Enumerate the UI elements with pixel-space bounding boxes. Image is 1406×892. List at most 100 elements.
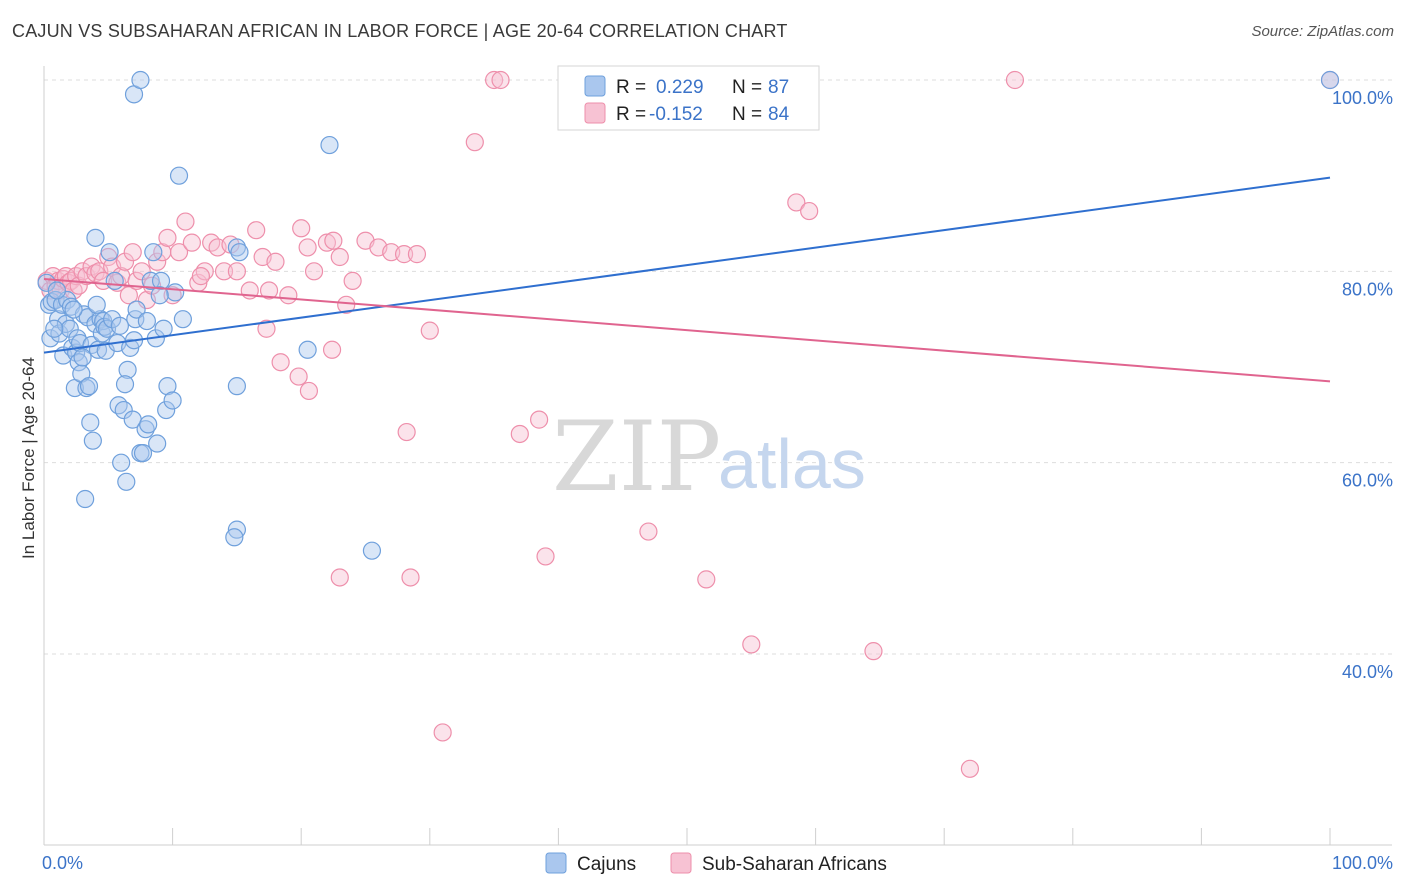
- ssa-point: [787, 193, 806, 212]
- cajun-point: [100, 243, 119, 262]
- cajun-point: [157, 400, 176, 420]
- cajun-point: [144, 243, 163, 262]
- cajun-point: [73, 348, 92, 367]
- cajun-point: [320, 135, 339, 155]
- cajun-point: [148, 434, 167, 453]
- legend-ssa-swatch: [584, 102, 606, 124]
- ssa-point: [330, 568, 349, 587]
- y-tick-label: 100.0%: [1332, 88, 1393, 108]
- ssa-point: [115, 252, 135, 271]
- cajun-point: [83, 431, 102, 450]
- legend: R = 0.229 N = 87 R = -0.152 N = 84: [557, 65, 820, 131]
- cajun-point: [141, 271, 160, 290]
- ssa-point: [800, 201, 819, 221]
- cajun-point: [64, 300, 83, 319]
- ssa-point: [343, 271, 362, 290]
- ssa-point: [491, 70, 510, 90]
- bottom-legend-cajun-swatch[interactable]: [545, 852, 567, 874]
- legend-cajun-swatch: [584, 75, 606, 97]
- cajun-point: [139, 415, 158, 434]
- bottom-legend-ssa-label[interactable]: Sub-Saharan Africans: [702, 854, 887, 875]
- ssa-point: [465, 133, 484, 152]
- cajun-point: [151, 271, 171, 290]
- cajun-point: [79, 377, 99, 396]
- cajun-point: [76, 489, 95, 509]
- cajun-point: [110, 316, 129, 335]
- cajun-point: [230, 243, 249, 262]
- ssa-point: [123, 243, 142, 262]
- legend-cajun-r-value: 0.229: [656, 77, 704, 98]
- x-tick-label: 100.0%: [1332, 853, 1393, 873]
- cajun-point: [115, 375, 135, 394]
- bottom-legend-ssa-swatch[interactable]: [670, 852, 692, 874]
- cajun-point: [166, 283, 185, 302]
- ssa-point: [227, 262, 246, 281]
- cajun-point: [112, 453, 131, 472]
- cajun-point: [163, 391, 182, 410]
- ssa-point: [289, 367, 308, 386]
- series-cajun-points: [37, 70, 1340, 560]
- ssa-point: [485, 70, 504, 90]
- ssa-point: [317, 233, 337, 252]
- chart-title: CAJUN VS SUBSAHARAN AFRICAN IN LABOR FOR…: [12, 21, 788, 41]
- cajun-point: [86, 228, 105, 247]
- cajun-point: [118, 360, 137, 379]
- watermark-atlas: atlas: [718, 425, 866, 503]
- trend-line-cajun: [43, 176, 1331, 354]
- ssa-point: [324, 231, 343, 250]
- ssa-point: [960, 759, 980, 778]
- legend-ssa-n-value: 84: [768, 104, 790, 125]
- ssa-point: [742, 635, 761, 654]
- ssa-point: [394, 245, 414, 264]
- ssa-point: [119, 286, 138, 305]
- ssa-point: [247, 221, 266, 240]
- cajun-point: [362, 541, 382, 560]
- ssa-point: [322, 340, 342, 359]
- ssa-point: [864, 642, 883, 661]
- cajun-point: [95, 317, 114, 336]
- ssa-point: [298, 238, 317, 257]
- cajun-point: [127, 300, 146, 319]
- ssa-point: [433, 723, 452, 742]
- y-axis-title: In Labor Force | Age 20-64: [19, 357, 38, 559]
- legend-cajun-r-label: R =: [616, 77, 646, 98]
- watermark-zip: ZIP: [552, 401, 721, 513]
- cajun-point: [126, 310, 145, 329]
- ssa-point: [271, 353, 290, 372]
- ssa-point: [337, 295, 356, 314]
- ssa-point: [266, 252, 285, 271]
- cajun-point: [47, 281, 66, 300]
- legend-ssa-r-label: R =: [616, 104, 646, 125]
- bottom-legend-cajun-label[interactable]: Cajuns: [577, 854, 636, 875]
- ssa-point: [1005, 70, 1025, 90]
- ssa-point: [158, 228, 177, 247]
- ssa-point: [420, 321, 439, 340]
- trend-lines: [43, 176, 1331, 383]
- trend-line-ssa: [43, 277, 1331, 383]
- y-tick-label: 60.0%: [1342, 471, 1393, 491]
- cajun-point: [227, 377, 246, 396]
- cajun-point: [131, 70, 150, 90]
- ssa-point: [257, 319, 276, 338]
- grid-lines: [44, 79, 1392, 655]
- axes: [43, 66, 1392, 846]
- ssa-point: [697, 570, 716, 589]
- legend-cajun-n-value: 87: [768, 77, 789, 98]
- legend-cajun-n-label: N =: [732, 77, 762, 98]
- ssa-point: [191, 267, 210, 286]
- watermark: ZIP atlas: [552, 401, 866, 513]
- ssa-point: [639, 522, 658, 541]
- ssa-point: [397, 422, 416, 442]
- ssa-point: [259, 281, 279, 300]
- cajun-point: [150, 286, 169, 305]
- ssa-point: [214, 262, 234, 281]
- cajun-point: [81, 413, 100, 432]
- cajun-point: [105, 271, 124, 290]
- cajun-point: [298, 340, 317, 359]
- cajun-point: [60, 319, 79, 338]
- ssa-point: [182, 233, 201, 252]
- ssa-point: [330, 247, 349, 267]
- cajun-point: [169, 166, 189, 185]
- ssa-point: [163, 286, 182, 305]
